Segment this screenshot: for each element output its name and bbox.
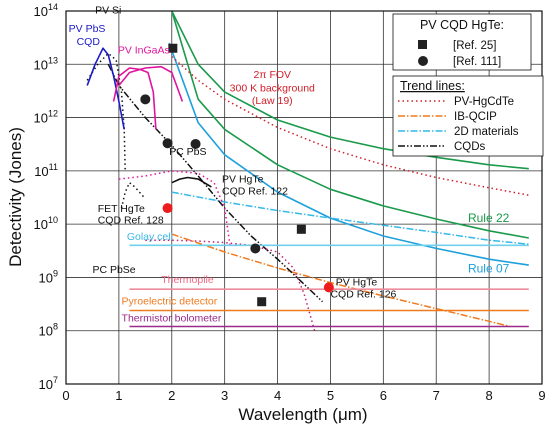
y-tick-exponent: 10	[48, 215, 58, 225]
y-tick-base: 10	[34, 111, 48, 126]
annotation-law-19: (Law 19)	[252, 95, 293, 107]
annotation-pv-hgte: PV HgTe	[222, 174, 264, 186]
series-pv-si	[86, 52, 126, 171]
y-tick-exponent: 11	[49, 162, 58, 172]
series-pv-pbs-cqd	[86, 47, 125, 130]
y-tick-exponent: 14	[48, 2, 58, 12]
legend-label-pv-hgcdte: PV-HgCdTe	[454, 96, 514, 108]
x-tick-label: 4	[274, 388, 281, 403]
y-tick-label: 1011	[34, 162, 58, 179]
point-highlight	[162, 203, 173, 214]
y-tick-label: 108	[39, 322, 58, 339]
annotation-cqd: CQD	[77, 36, 101, 48]
x-tick-labels: 0 1 2 3 4 5 6 7 8 9	[62, 388, 545, 403]
series-2-fov-300-k-background-law-19	[171, 10, 529, 170]
series-2d-materials	[171, 191, 529, 245]
legend-trends-title: Trend lines:	[400, 79, 465, 93]
annotation-300-k-background: 300 K background	[230, 82, 315, 94]
y-tick-label: 1014	[34, 2, 58, 19]
y-tick-exponent: 7	[53, 375, 58, 385]
series-pv-hgcdte	[171, 55, 529, 196]
legend-markers-title: PV CQD HgTe:	[420, 18, 504, 32]
annotation-pv-hgte: PV HgTe	[336, 277, 378, 289]
annotation-thermistor-bolometer: Thermistor bolometer	[122, 312, 222, 324]
series-pv-hgte-cqd-ref-122	[171, 176, 212, 188]
annotation-cqd-ref-128: CQD Ref. 128	[98, 215, 164, 227]
annotation-rule-22: Rule 22	[468, 211, 510, 225]
annotation-thermopile: Thermopile	[161, 274, 214, 286]
point-ref25	[257, 297, 267, 307]
y-tick-exponent: 13	[48, 55, 58, 65]
y-tick-label: 1013	[34, 55, 58, 72]
series-pc-pbs	[118, 170, 231, 246]
y-tick-exponent: 12	[48, 109, 58, 119]
series-cqds	[107, 63, 324, 303]
legend-trends: Trend lines: PV-HgCdTe IB-QCIP 2D materi…	[392, 75, 544, 157]
legend-trends-box	[392, 75, 544, 157]
annotation-cqd-ref-122: CQD Ref. 122	[222, 185, 288, 197]
annotation-rule-07: Rule 07	[468, 261, 510, 275]
point-ref111	[162, 138, 173, 149]
y-tick-label: 109	[39, 268, 58, 285]
annotation-pv-pbs: PV PbS	[69, 23, 106, 35]
legend-circle-marker	[418, 56, 428, 66]
y-tick-base: 10	[34, 4, 48, 19]
legend-markers-box	[392, 13, 532, 71]
legend-label-2d-materials: 2D materials	[454, 126, 519, 138]
y-tick-base: 10	[39, 324, 53, 339]
point-highlight	[323, 282, 334, 293]
y-tick-exponent: 9	[53, 268, 58, 278]
plot-frame	[65, 10, 543, 385]
annotation-pv-ingaas: PV InGaAs	[118, 44, 170, 56]
legend-markers: PV CQD HgTe: [Ref. 25] [Ref. 111]	[392, 13, 532, 71]
y-tick-base: 10	[34, 57, 48, 72]
point-ref25	[168, 43, 178, 53]
legend-label-ib-qcip: IB-QCIP	[454, 111, 497, 123]
x-tick-label: 3	[221, 388, 228, 403]
series-rule-07	[168, 42, 529, 266]
y-tick-base: 10	[39, 377, 53, 392]
legend-ref25-label: [Ref. 25]	[453, 40, 496, 52]
annotation-cqd-ref-126: CQD Ref. 126	[330, 289, 396, 301]
x-tick-label: 9	[538, 388, 545, 403]
x-tick-label: 1	[115, 388, 122, 403]
series-pv-ingaas-ext	[118, 65, 184, 102]
legend-ref111-label: [Ref. 111]	[453, 56, 501, 68]
annotation-golay-cell: Golay cell	[127, 231, 173, 243]
series-layer	[86, 10, 529, 331]
y-axis-label: Detectivity (Jones)	[6, 127, 25, 267]
annotation-pc-pbs: PC PbS	[169, 146, 206, 158]
x-tick-label: 2	[168, 388, 175, 403]
annotation-2-fov: 2π FOV	[253, 69, 291, 81]
annotation-pc-pbse: PC PbSe	[92, 264, 135, 276]
y-tick-exponent: 8	[53, 322, 58, 332]
legend-label-cqds: CQDs	[454, 141, 486, 153]
series-rule-22	[171, 10, 529, 239]
point-ref111	[250, 243, 261, 254]
point-ref111	[140, 94, 151, 105]
x-tick-label: 5	[327, 388, 334, 403]
y-tick-base: 10	[34, 164, 48, 179]
x-axis-label: Wavelength (μm)	[238, 405, 367, 424]
x-tick-label: 8	[485, 388, 492, 403]
annotation-fet-hgte: FET HgTe	[98, 203, 145, 215]
y-tick-label: 107	[39, 375, 58, 392]
point-ref111	[190, 138, 201, 149]
annotation-pyroelectric-detector: Pyroelectric detector	[122, 296, 218, 308]
x-tick-label: 7	[433, 388, 440, 403]
y-tick-label: 1010	[34, 215, 58, 232]
legend-square-marker	[418, 40, 427, 49]
y-tick-label: 1012	[34, 109, 58, 126]
x-tick-label: 6	[380, 388, 387, 403]
points-layer	[140, 43, 334, 307]
y-tick-base: 10	[39, 270, 53, 285]
x-tick-label: 0	[62, 388, 69, 403]
point-ref25	[296, 224, 306, 234]
y-tick-base: 10	[34, 217, 48, 232]
